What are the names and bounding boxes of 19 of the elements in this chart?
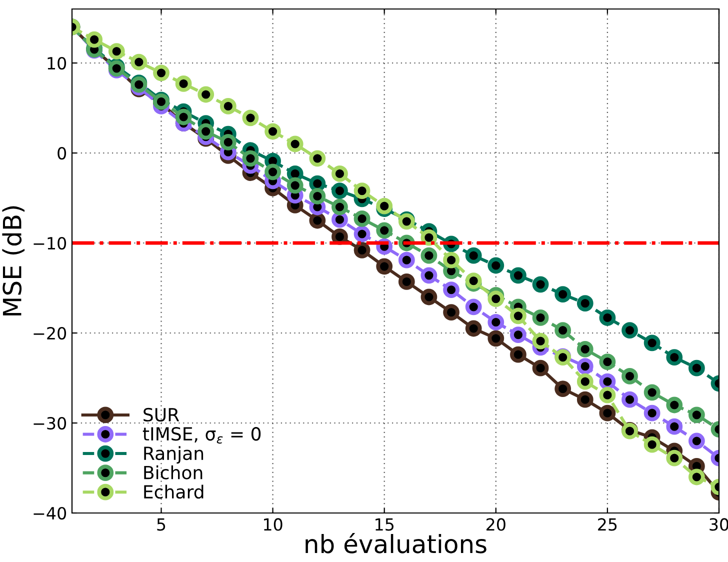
legend-label: Bichon xyxy=(144,465,202,480)
y-tick-label: 0 xyxy=(58,146,66,160)
y-tick-label: 10 xyxy=(48,56,66,70)
x-tick-label: 30 xyxy=(710,518,728,531)
y-tick-label: −30 xyxy=(34,416,66,430)
x-tick-label: 15 xyxy=(376,518,394,531)
x-axis-title: nb évaluations xyxy=(306,532,486,554)
x-tick-label: 5 xyxy=(157,518,166,531)
y-tick-label: −10 xyxy=(34,236,66,250)
legend-label: tIMSE, σ$_{ε}$ = 0 xyxy=(142,427,261,444)
y-tick-label: −40 xyxy=(34,506,66,520)
y-tick-label: −20 xyxy=(34,326,66,340)
x-tick-label: 25 xyxy=(598,518,617,531)
legend-label: Ranjan xyxy=(144,446,204,464)
x-tick-label: 10 xyxy=(264,518,282,531)
legend-label: SUR xyxy=(144,408,180,422)
y-axis-title: MSE (dB) xyxy=(2,206,25,316)
legend-label: Echard xyxy=(144,484,204,499)
x-tick-label: 20 xyxy=(486,518,506,531)
